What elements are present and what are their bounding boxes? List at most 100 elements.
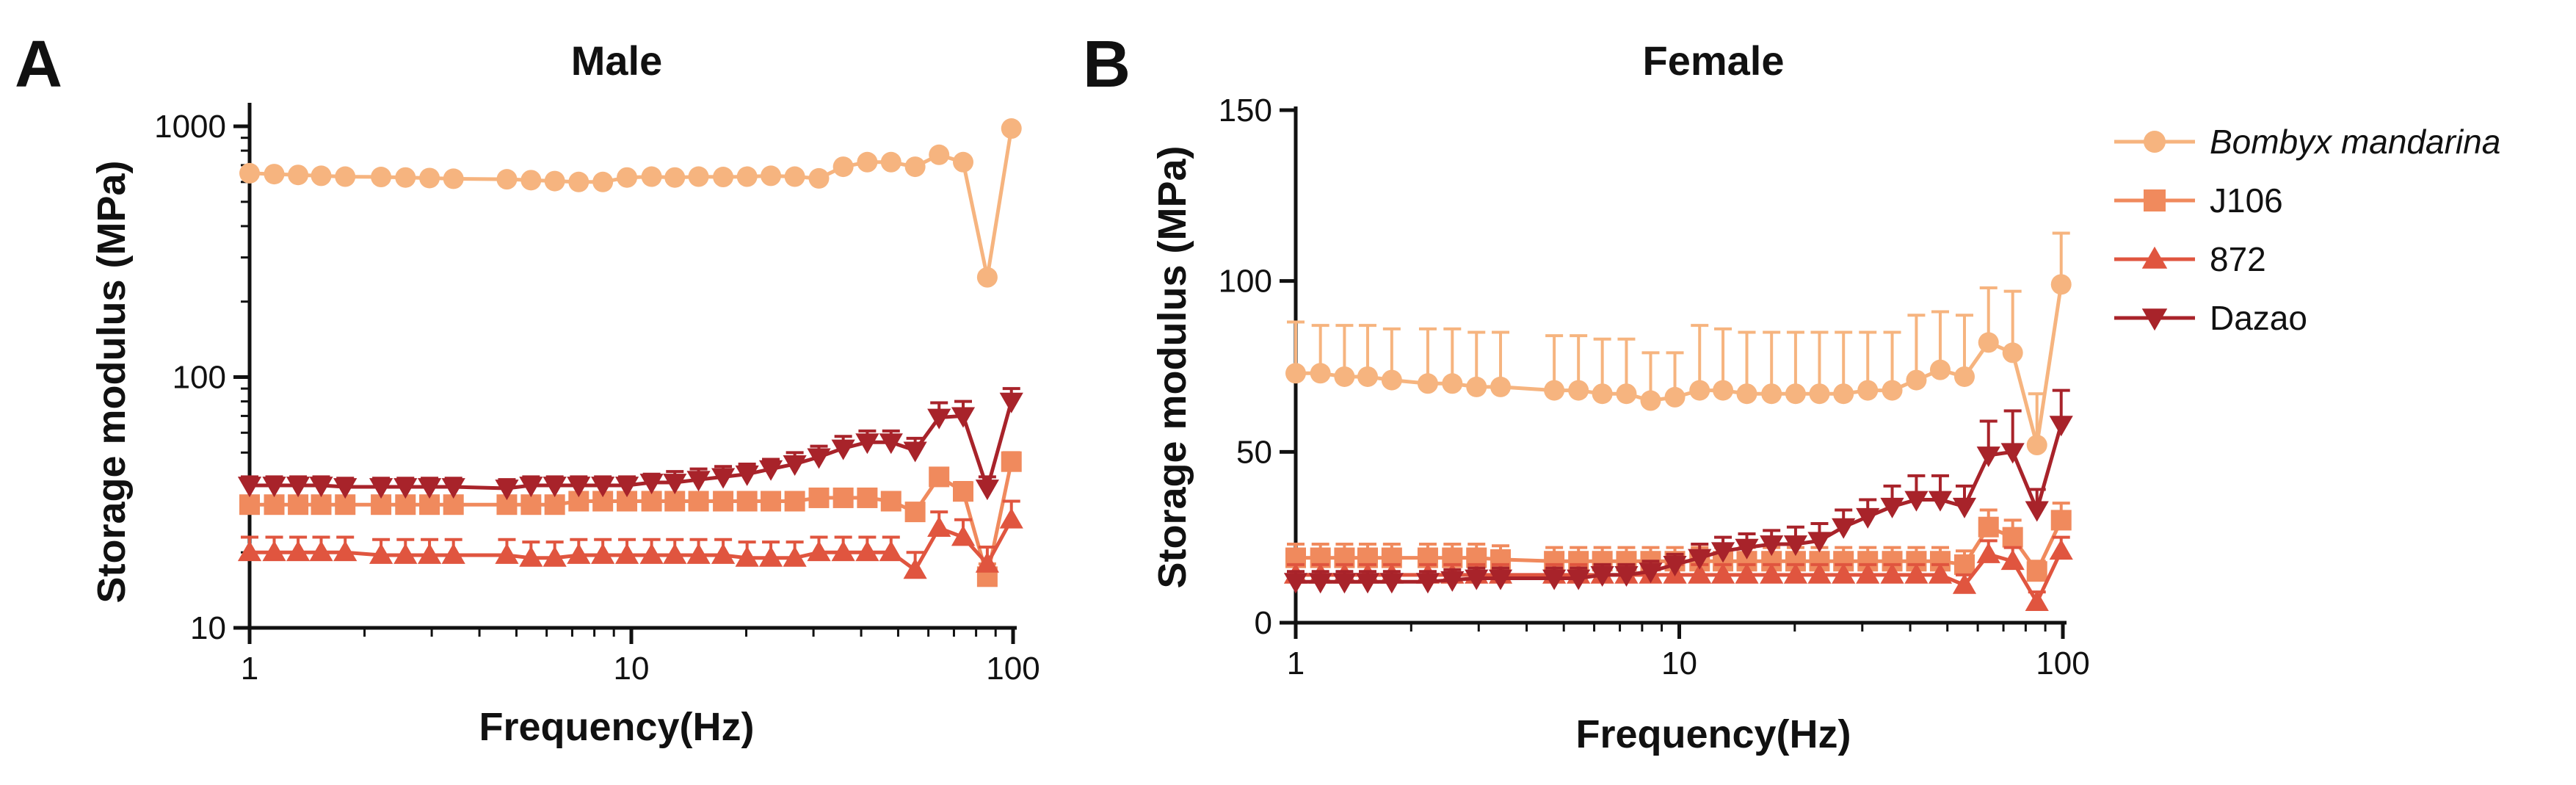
data-point — [1466, 376, 1487, 397]
data-point — [1616, 383, 1637, 405]
data-point — [1568, 380, 1589, 401]
data-point — [929, 466, 950, 488]
data-point — [1978, 516, 1999, 538]
data-point — [1310, 363, 1331, 384]
data-point — [1001, 118, 1022, 140]
data-point — [1001, 451, 1022, 472]
y-axis-label-a: Storage modulus (MPa) — [90, 160, 134, 603]
data-point — [1710, 542, 1735, 563]
data-point — [999, 507, 1023, 529]
data-point — [543, 477, 567, 498]
series-line — [250, 400, 1014, 495]
data-point — [239, 494, 260, 516]
data-point — [783, 455, 807, 477]
data-point — [264, 164, 285, 185]
data-point — [807, 448, 831, 469]
data-point — [879, 540, 903, 562]
legend-label: Dazao — [2210, 299, 2307, 337]
data-point — [395, 167, 416, 188]
y-tick-label: 50 — [1236, 434, 1272, 470]
data-point — [975, 480, 999, 501]
data-point — [1976, 446, 2000, 468]
data-point — [262, 477, 286, 498]
data-point — [239, 162, 260, 184]
data-point — [286, 477, 311, 498]
data-point — [951, 525, 976, 546]
data-point — [1904, 562, 1929, 584]
data-point — [369, 543, 393, 564]
data-point — [2000, 549, 2025, 571]
data-point — [880, 151, 901, 173]
data-point — [1904, 491, 1929, 512]
y-axis-label-b: Storage modulus (MPa) — [1150, 145, 1194, 588]
data-point — [880, 491, 901, 512]
data-point — [1688, 549, 1712, 570]
data-point — [688, 166, 709, 187]
data-point — [1710, 562, 1735, 584]
data-point — [1953, 366, 1975, 387]
data-point — [441, 543, 465, 564]
data-point — [1440, 571, 1465, 592]
data-point — [393, 543, 418, 564]
data-point — [288, 494, 309, 516]
data-point — [976, 267, 998, 288]
data-point — [333, 540, 358, 562]
data-point — [758, 546, 783, 567]
data-point — [520, 170, 542, 191]
data-point — [567, 477, 591, 498]
data-point — [1856, 562, 1880, 584]
data-point — [519, 477, 543, 498]
data-point — [904, 156, 926, 178]
data-point — [1880, 497, 1904, 518]
data-point — [808, 487, 830, 508]
data-point — [975, 551, 999, 573]
data-point — [784, 166, 805, 187]
data-point — [1283, 573, 1308, 594]
series-dazao — [237, 387, 1023, 501]
y-tick-label: 0 — [1255, 605, 1272, 641]
data-point — [1832, 518, 1856, 539]
data-point — [903, 558, 927, 579]
data-point — [262, 540, 286, 562]
series-872 — [237, 499, 1023, 579]
legend-entry: Dazao — [2114, 299, 2307, 337]
data-point — [544, 170, 565, 192]
data-point — [761, 165, 782, 187]
data-point — [1783, 562, 1808, 584]
y-tick-label: 1000 — [154, 109, 226, 145]
data-point — [2049, 539, 2073, 560]
data-point — [335, 166, 356, 187]
data-point — [2002, 342, 2023, 363]
data-point — [567, 543, 591, 564]
data-point — [591, 477, 615, 498]
series-line — [249, 128, 1014, 278]
data-point — [237, 540, 262, 562]
x-tick-label: 1 — [1287, 645, 1305, 681]
data-point — [309, 540, 333, 562]
data-point — [1952, 497, 1977, 518]
y-tick-label: 150 — [1219, 93, 1272, 129]
data-point — [808, 167, 830, 189]
data-point — [369, 478, 393, 499]
data-point — [1308, 573, 1332, 594]
data-point — [1542, 569, 1567, 590]
data-point — [2050, 510, 2072, 531]
data-point — [371, 167, 392, 188]
data-point — [857, 151, 878, 173]
data-point — [2000, 443, 2025, 464]
data-point — [1663, 555, 1687, 576]
data-point — [711, 468, 736, 489]
data-point — [519, 546, 543, 567]
data-point — [1664, 386, 1686, 408]
data-point — [393, 478, 418, 499]
data-point — [686, 471, 711, 492]
panel-letter-b: B — [1083, 28, 1131, 101]
y-tick-label: 100 — [1219, 264, 1272, 300]
data-point — [663, 543, 687, 564]
data-point — [417, 478, 442, 499]
x-tick-label: 1 — [241, 651, 258, 687]
data-point — [735, 546, 759, 567]
series-bombyx-mandarina — [1285, 231, 2072, 456]
data-point — [1417, 373, 1438, 394]
plot-area-a — [237, 118, 1023, 587]
